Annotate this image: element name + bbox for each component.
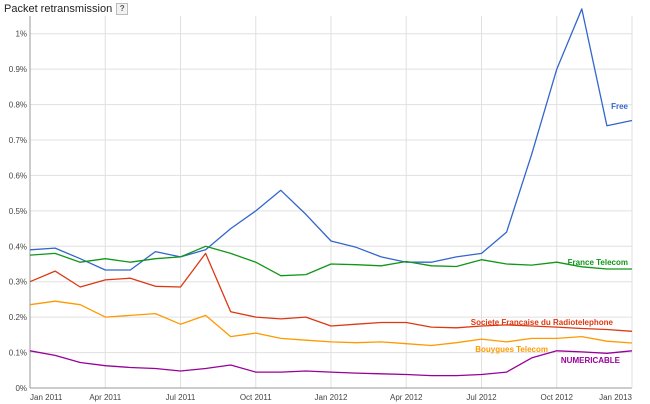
axes: [29, 16, 633, 389]
y-tick-label: 0.3%: [9, 278, 27, 287]
series-line-numericable: [29, 350, 633, 377]
series-line-bouygues-telecom: [29, 300, 633, 347]
series-line-free: [29, 8, 633, 271]
grid: [29, 16, 633, 388]
y-tick-label: 0.5%: [9, 207, 27, 216]
series-lines: [29, 8, 633, 377]
x-tick-label: Oct 2012: [541, 393, 574, 402]
y-tick-label: 0.2%: [9, 313, 27, 322]
y-tick-label: 0.4%: [9, 242, 27, 251]
y-tick-label: 0.7%: [9, 136, 27, 145]
x-tick-label: Apr 2012: [390, 393, 423, 402]
x-tick-label: Apr 2011: [89, 393, 121, 402]
series-label-france-telecom: France Telecom: [568, 258, 628, 267]
chart-title: Packet retransmission: [4, 3, 113, 15]
x-tick-label: Jul 2012: [466, 393, 497, 402]
series-label-free: Free: [611, 102, 628, 111]
y-tick-label: 0.9%: [9, 65, 27, 74]
x-tick-label: Jan 2013: [599, 393, 632, 402]
x-tick-label: Jan 2012: [315, 393, 348, 402]
series-line-societe-francaise-du-radiotelephone: [29, 252, 633, 332]
y-tick-label: 1%: [15, 30, 27, 39]
x-tick-label: Jul 2011: [166, 393, 196, 402]
series-line-france-telecom: [29, 245, 632, 277]
y-axis-tick-labels: 0% 0.1% 0.2% 0.3% 0.4% 0.5% 0.6% 0.7% 0.8% 0.9% 1%: [9, 30, 27, 393]
help-icon[interactable]: ?: [116, 3, 129, 15]
chart-header: Packet retransmission ?: [4, 2, 129, 16]
series-label-bouygues-telecom: Bouygues Telecom: [475, 345, 548, 354]
y-tick-label: 0.1%: [9, 349, 27, 358]
x-axis-tick-labels: Jan 2011 Apr 2011 Jul 2011 Oct 2011 Jan 2012…: [30, 393, 633, 402]
y-tick-label: 0.6%: [9, 171, 27, 180]
series-labels: Free France Telecom Societe Francaise du R…: [471, 102, 629, 365]
series-label-numericable: NUMERICABLE: [561, 356, 621, 365]
y-tick-label: 0%: [15, 384, 27, 393]
y-tick-label: 0.8%: [9, 101, 27, 110]
x-tick-label: Oct 2011: [240, 393, 272, 402]
x-tick-label: Jan 2011: [30, 393, 63, 402]
series-label-societe-francaise-du-radiotelephone: Societe Francaise du Radiotelephone: [471, 318, 614, 327]
